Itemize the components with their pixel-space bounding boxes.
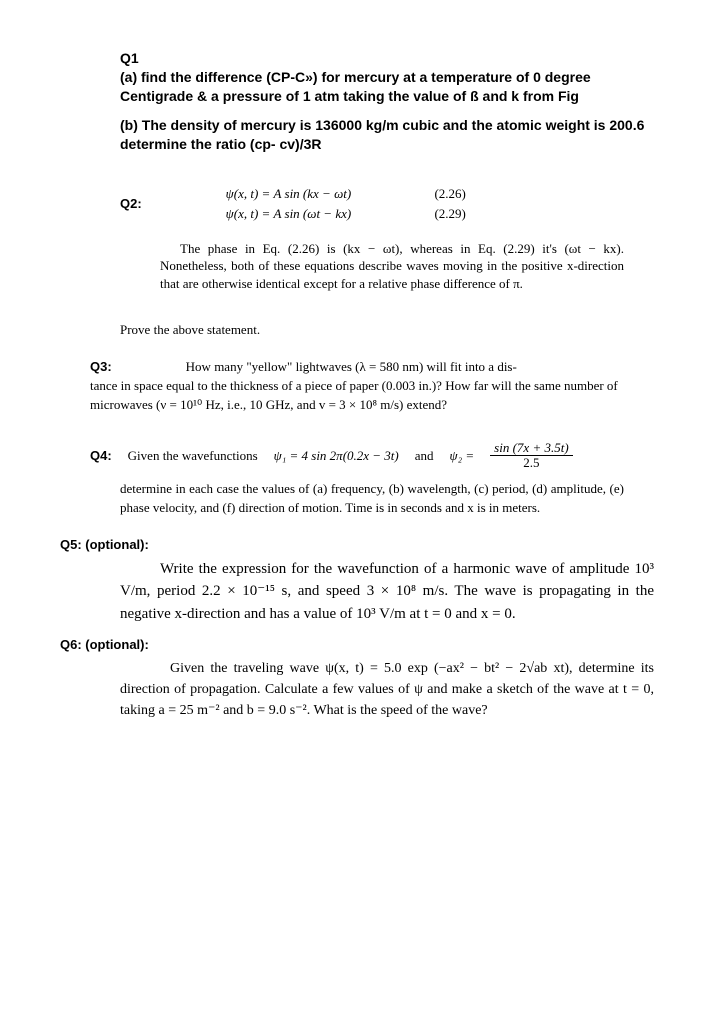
- q2-eq-2-26: ψ(x, t) = A sin (kx − ωt) (2.26): [226, 186, 466, 202]
- q4-label: Q4:: [90, 448, 112, 463]
- q3-line-rest: tance in space equal to the thickness of…: [90, 378, 618, 412]
- question-4: Q4: Given the wavefunctions ψ₁ = 4 sin 2…: [90, 441, 654, 517]
- q2-label: Q2:: [120, 196, 142, 211]
- q4-equation-line: Q4: Given the wavefunctions ψ₁ = 4 sin 2…: [90, 441, 654, 471]
- eq-number: (2.29): [434, 206, 465, 222]
- q6-label: Q6: (optional):: [60, 637, 654, 652]
- q3-label: Q3:: [90, 359, 112, 374]
- q4-body: determine in each case the values of (a)…: [120, 480, 624, 516]
- q5-body: Write the expression for the wavefunctio…: [120, 558, 654, 626]
- q2-paragraph: The phase in Eq. (2.26) is (kx − ωt), wh…: [160, 240, 624, 293]
- fraction-denominator: 2.5: [490, 456, 572, 470]
- eq-text: ψ(x, t) = A sin (ωt − kx): [226, 206, 352, 221]
- q6-body: Given the traveling wave ψ(x, t) = 5.0 e…: [120, 658, 654, 721]
- q4-lead: Given the wavefunctions: [128, 448, 258, 464]
- q4-and: and: [415, 448, 434, 464]
- q4-psi1: ψ₁ = 4 sin 2π(0.2x − 3t): [274, 448, 399, 464]
- q2-prove-statement: Prove the above statement.: [120, 322, 654, 338]
- q4-psi2-fraction: sin (7x + 3.5t) 2.5: [490, 441, 572, 471]
- q2-equations: ψ(x, t) = A sin (kx − ωt) (2.26) ψ(x, t)…: [226, 182, 466, 226]
- q3-line-first: How many "yellow" lightwaves (λ = 580 nm…: [186, 359, 517, 374]
- question-3: Q3: How many "yellow" lightwaves (λ = 58…: [90, 358, 624, 415]
- q1-label: Q1: [120, 50, 654, 66]
- q4-psi2-lhs: ψ₂ =: [450, 448, 475, 464]
- q2-eq-2-29: ψ(x, t) = A sin (ωt − kx) (2.29): [226, 206, 466, 222]
- question-2-header: Q2: ψ(x, t) = A sin (kx − ωt) (2.26) ψ(x…: [120, 182, 654, 226]
- q1-part-a: (a) find the difference (CP-C») for merc…: [120, 68, 654, 106]
- question-1: Q1 (a) find the difference (CP-C») for m…: [120, 50, 654, 154]
- q3-body: How many "yellow" lightwaves (λ = 580 nm…: [90, 359, 618, 412]
- fraction-numerator: sin (7x + 3.5t): [490, 441, 572, 456]
- document-page: Q1 (a) find the difference (CP-C») for m…: [0, 0, 724, 761]
- q1-part-b: (b) The density of mercury is 136000 kg/…: [120, 116, 654, 154]
- eq-text: ψ(x, t) = A sin (kx − ωt): [226, 186, 352, 201]
- eq-number: (2.26): [434, 186, 465, 202]
- q5-label: Q5: (optional):: [60, 537, 654, 552]
